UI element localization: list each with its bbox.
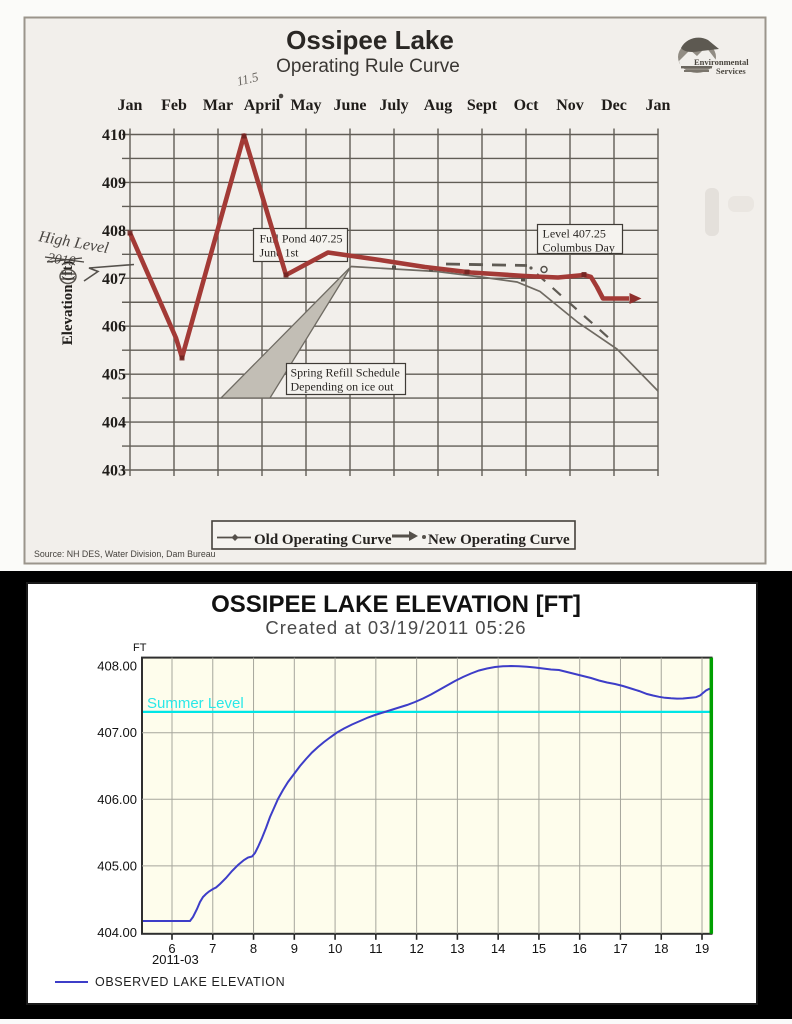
svg-text:Depending on ice out: Depending on ice out (291, 380, 395, 394)
svg-text:Columbus Day: Columbus Day (543, 241, 615, 255)
svg-text:19: 19 (695, 941, 709, 956)
svg-text:17: 17 (613, 941, 627, 956)
svg-text:Summer Level: Summer Level (147, 695, 244, 712)
svg-text:10: 10 (328, 941, 342, 956)
svg-text:Spring Refill Schedule: Spring Refill Schedule (291, 366, 400, 380)
svg-text:15: 15 (532, 941, 546, 956)
svg-text:OSSIPEE LAKE ELEVATION [FT]: OSSIPEE LAKE ELEVATION [FT] (211, 591, 581, 618)
svg-text:405.00: 405.00 (97, 858, 137, 873)
svg-text:July: July (379, 97, 408, 114)
svg-text:2011-03: 2011-03 (152, 952, 199, 967)
svg-text:Created at 03/19/2011 05:26: Created at 03/19/2011 05:26 (265, 617, 526, 638)
svg-text:408.00: 408.00 (97, 659, 137, 674)
svg-text:New Operating Curve: New Operating Curve (428, 532, 570, 548)
svg-text:FT: FT (133, 642, 147, 654)
svg-text:Source: NH DES, Water Division: Source: NH DES, Water Division, Dam Bure… (34, 549, 216, 559)
svg-text:11: 11 (369, 941, 383, 956)
svg-text:404: 404 (102, 415, 126, 432)
svg-text:12: 12 (409, 941, 423, 956)
svg-text:Services: Services (716, 66, 746, 76)
svg-text:Old Operating Curve: Old Operating Curve (254, 532, 392, 548)
svg-text:404.00: 404.00 (97, 925, 137, 940)
svg-text:403: 403 (102, 463, 126, 480)
svg-text:406.00: 406.00 (97, 792, 137, 807)
svg-text:Aug: Aug (424, 97, 452, 114)
svg-text:13: 13 (450, 941, 464, 956)
svg-text:June: June (334, 97, 367, 114)
svg-text:Jan: Jan (118, 97, 143, 114)
svg-text:407: 407 (102, 271, 126, 288)
svg-text:Nov: Nov (556, 97, 584, 114)
svg-text:408: 408 (102, 223, 126, 240)
svg-text:Ossipee Lake: Ossipee Lake (286, 25, 454, 55)
svg-text:Mar: Mar (203, 97, 233, 114)
svg-text:Full Pond 407.25: Full Pond 407.25 (260, 232, 343, 246)
svg-text:406: 406 (102, 319, 126, 336)
svg-text:Dec: Dec (601, 97, 627, 114)
svg-text:409: 409 (102, 175, 126, 192)
svg-text:11.5: 11.5 (235, 69, 260, 89)
svg-text:8: 8 (250, 941, 257, 956)
svg-text:410: 410 (102, 127, 126, 144)
svg-text:OBSERVED LAKE ELEVATION: OBSERVED LAKE ELEVATION (95, 975, 285, 989)
svg-text:Oct: Oct (514, 97, 540, 114)
svg-text:6: 6 (168, 941, 175, 956)
svg-text:9: 9 (291, 941, 298, 956)
svg-text:Level 407.25: Level 407.25 (543, 227, 606, 241)
svg-text:407.00: 407.00 (97, 725, 137, 740)
svg-text:Jan: Jan (646, 97, 671, 114)
svg-text:405: 405 (102, 367, 126, 384)
svg-text:April: April (244, 97, 281, 114)
svg-text:Sept: Sept (467, 97, 498, 114)
svg-text:7: 7 (209, 941, 216, 956)
svg-text:Environmental: Environmental (694, 57, 749, 67)
svg-text:14: 14 (491, 941, 505, 956)
svg-text:May: May (290, 97, 321, 114)
svg-text:18: 18 (654, 941, 668, 956)
svg-text:Operating Rule Curve: Operating Rule Curve (276, 56, 460, 77)
svg-text:Feb: Feb (161, 97, 187, 114)
svg-text:16: 16 (572, 941, 586, 956)
